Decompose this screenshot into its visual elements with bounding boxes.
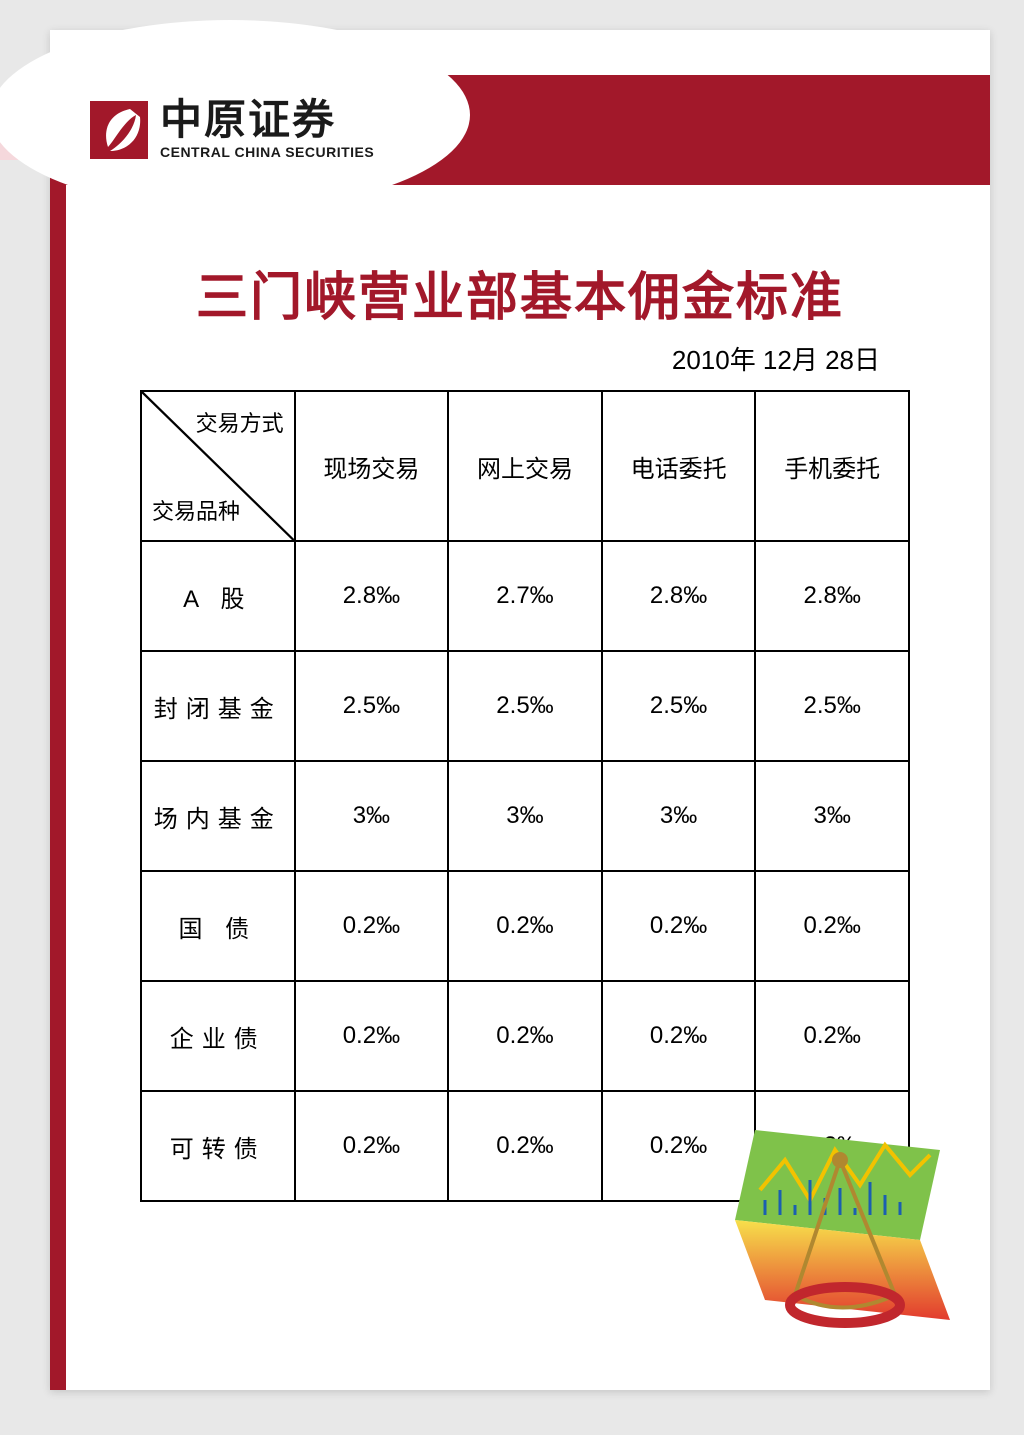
row-label: 封闭基金 xyxy=(141,651,295,761)
column-header: 手机委托 xyxy=(755,391,909,541)
brand-logo-block: 中原证券 CENTRAL CHINA SECURITIES xyxy=(90,100,374,160)
row-label: 场内基金 xyxy=(141,761,295,871)
cell: 2.8‰ xyxy=(602,541,756,651)
commission-table: 交易方式 交易品种 现场交易 网上交易 电话委托 手机委托 A 股 2.8‰ 2… xyxy=(140,390,910,1202)
cell: 2.5‰ xyxy=(602,651,756,761)
cell: 2.8‰ xyxy=(295,541,449,651)
document-page: 中原证券 CENTRAL CHINA SECURITIES 三门峡营业部基本佣金… xyxy=(50,30,990,1390)
cell: 3‰ xyxy=(602,761,756,871)
brand-name-en: CENTRAL CHINA SECURITIES xyxy=(160,144,374,160)
cell: 3‰ xyxy=(295,761,449,871)
page-title: 三门峡营业部基本佣金标准 xyxy=(50,255,990,330)
cell: 0.2‰ xyxy=(295,981,449,1091)
cell: 2.8‰ xyxy=(755,541,909,651)
left-red-strip xyxy=(50,185,66,1390)
table-row: 封闭基金 2.5‰ 2.5‰ 2.5‰ 2.5‰ xyxy=(141,651,909,761)
cell: 0.2‰ xyxy=(295,1091,449,1201)
table-corner-cell: 交易方式 交易品种 xyxy=(141,391,295,541)
corner-label-bottom: 交易品种 xyxy=(152,494,240,526)
cell: 3‰ xyxy=(448,761,602,871)
table-row: 国 债 0.2‰ 0.2‰ 0.2‰ 0.2‰ xyxy=(141,871,909,981)
cell: 0.2‰ xyxy=(755,981,909,1091)
cell: 0.2‰ xyxy=(755,871,909,981)
cell: 2.5‰ xyxy=(295,651,449,761)
column-header: 网上交易 xyxy=(448,391,602,541)
cell: 0.2‰ xyxy=(448,1091,602,1201)
cell: 0.2‰ xyxy=(295,871,449,981)
cell: 0.2‰ xyxy=(448,871,602,981)
table-body: A 股 2.8‰ 2.7‰ 2.8‰ 2.8‰ 封闭基金 2.5‰ 2.5‰ 2… xyxy=(141,541,909,1201)
cell: 2.7‰ xyxy=(448,541,602,651)
brand-logo-icon xyxy=(90,101,148,159)
row-label: 可转债 xyxy=(141,1091,295,1201)
row-label: 企业债 xyxy=(141,981,295,1091)
cell: 3‰ xyxy=(755,761,909,871)
row-label: 国 债 xyxy=(141,871,295,981)
cell: 2.5‰ xyxy=(755,651,909,761)
chart-illustration-icon xyxy=(725,1120,955,1330)
table-row: A 股 2.8‰ 2.7‰ 2.8‰ 2.8‰ xyxy=(141,541,909,651)
table-row: 场内基金 3‰ 3‰ 3‰ 3‰ xyxy=(141,761,909,871)
cell: 0.2‰ xyxy=(448,981,602,1091)
column-header: 现场交易 xyxy=(295,391,449,541)
row-label: A 股 xyxy=(141,541,295,651)
cell: 2.5‰ xyxy=(448,651,602,761)
document-date: 2010年 12月 28日 xyxy=(672,340,880,377)
brand-name-cn: 中原证券 xyxy=(160,100,374,142)
cell: 0.2‰ xyxy=(602,871,756,981)
column-header: 电话委托 xyxy=(602,391,756,541)
table-header-row: 交易方式 交易品种 现场交易 网上交易 电话委托 手机委托 xyxy=(141,391,909,541)
brand-text: 中原证券 CENTRAL CHINA SECURITIES xyxy=(160,100,374,160)
table-row: 企业债 0.2‰ 0.2‰ 0.2‰ 0.2‰ xyxy=(141,981,909,1091)
commission-table-container: 交易方式 交易品种 现场交易 网上交易 电话委托 手机委托 A 股 2.8‰ 2… xyxy=(140,390,910,1202)
corner-label-top: 交易方式 xyxy=(196,406,284,438)
cell: 0.2‰ xyxy=(602,981,756,1091)
